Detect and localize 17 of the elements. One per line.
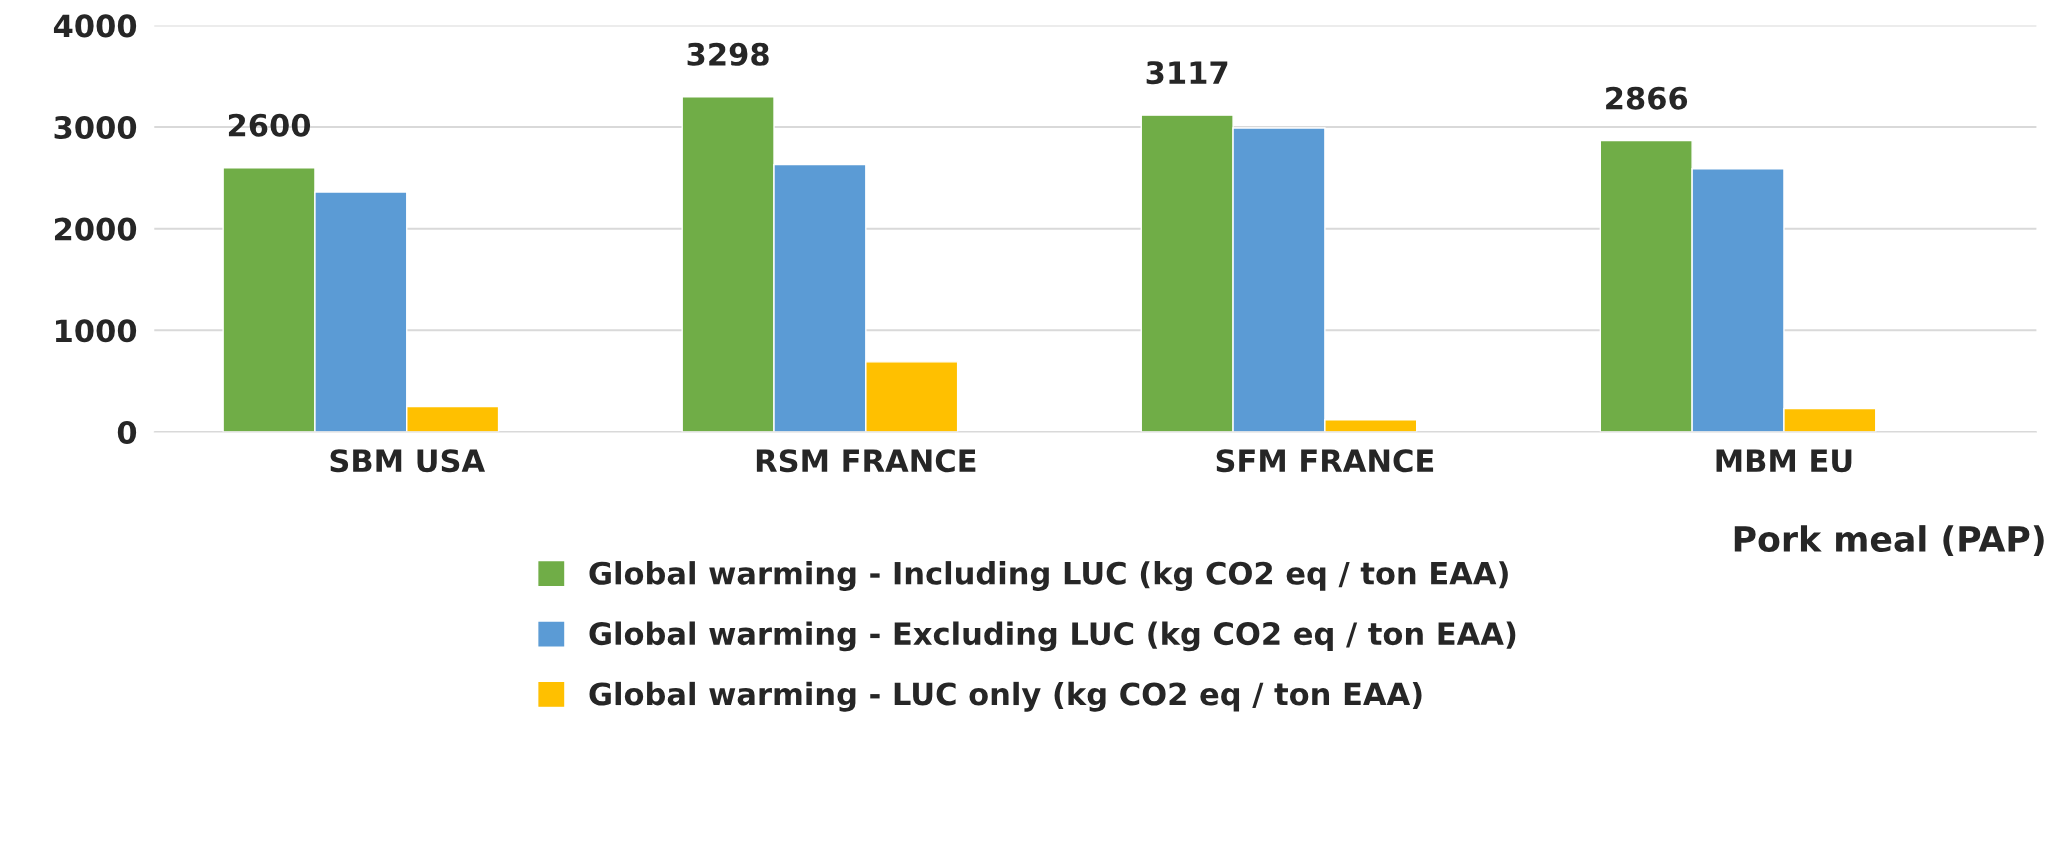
legend-label: Global warming - LUC only (kg CO2 eq / ton EAA) [589, 681, 1422, 712]
legend-label: Global warming - Including LUC (kg CO2 eq / ton EAA) [589, 561, 1508, 591]
data-label: 2866 [1606, 86, 1688, 110]
data-label: 2600 [228, 113, 311, 137]
legend-label: Global warming - Excluding LUC (kg CO2 eq / ton EAA) [589, 621, 1516, 652]
y-tick-label: 0 [117, 420, 137, 445]
y-tick-label: 2000 [54, 217, 137, 241]
x-tick-label: RSM FRANCE [756, 449, 976, 473]
y-tick-label: 3000 [54, 115, 137, 140]
x-tick-label: SBM USA [330, 449, 486, 473]
y-tick-label: 4000 [53, 14, 137, 38]
y-tick-label: 1000 [56, 319, 137, 343]
data-label: 3298 [687, 42, 769, 66]
data-label: 3117 [1146, 61, 1228, 85]
x-tick-label: SFM FRANCE [1216, 449, 1434, 473]
x-tick-label: MBM EU [1716, 449, 1852, 473]
text: Pork meal (PAP) [1734, 525, 2044, 557]
